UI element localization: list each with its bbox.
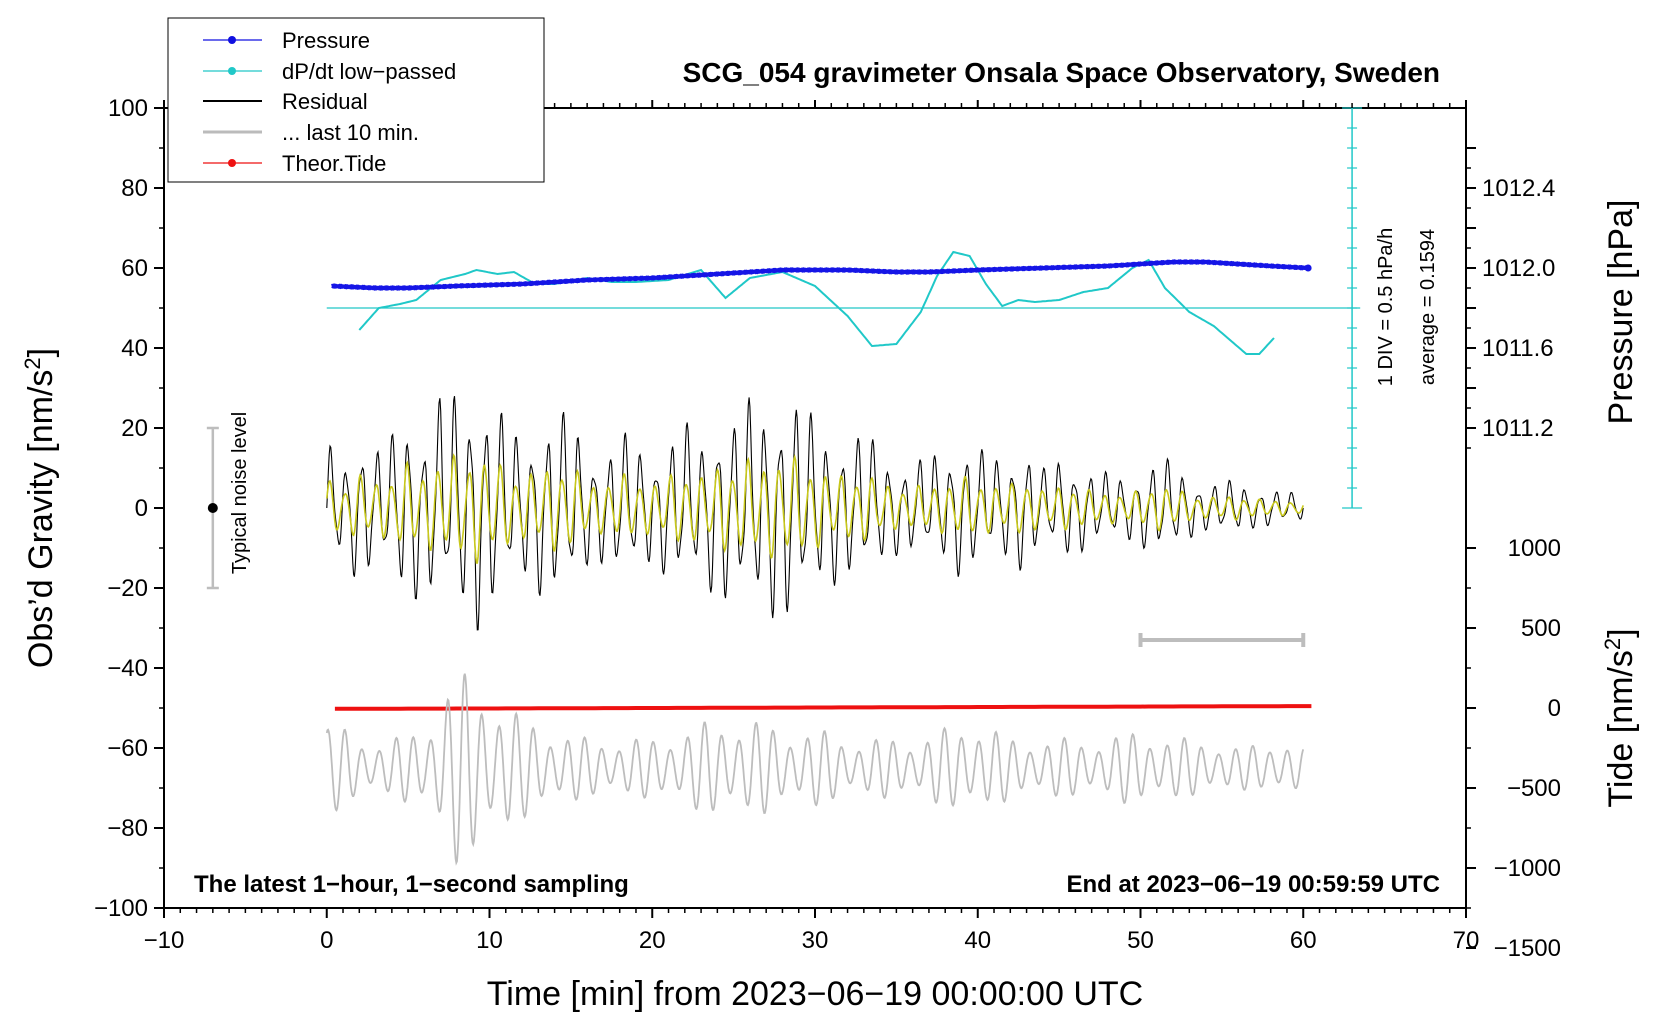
tide-axis-label: Tide [nm/s2] (1600, 628, 1640, 807)
left-tick-label: 60 (121, 255, 148, 282)
pressure-tick-label: 1012.0 (1482, 255, 1555, 282)
residual-line (326, 395, 1304, 631)
left-tick-label: 80 (121, 175, 148, 202)
x-tick-label: 70 (1453, 927, 1480, 954)
tide-tick-label: −500 (1507, 775, 1561, 802)
x-tick-label: 20 (639, 927, 666, 954)
tide-axis-ticks: 1000 500 0 −500 −1000 −1500 (1466, 535, 1561, 962)
left-tick-label: 40 (121, 335, 148, 362)
noise-bar-center-dot (207, 503, 218, 513)
legend-label-last10: ... last 10 min. (282, 120, 419, 145)
legend-label-pressure: Pressure (282, 28, 370, 53)
left-axis-label: Obs’d Gravity [nm/s2] (20, 348, 60, 668)
legend-marker-dpdt (228, 67, 236, 75)
pressure-tick-label: 1011.2 (1482, 415, 1554, 442)
residual-series-layer (326, 395, 1304, 631)
left-tick-label: −20 (107, 575, 148, 602)
legend-marker-tide (228, 159, 236, 167)
pressure-series-layer (330, 259, 1312, 291)
last-10-min-line (325, 673, 1305, 866)
noise-level-bar (206, 426, 219, 590)
left-tick-label: −60 (107, 735, 148, 762)
tide-tick-label: −1000 (1494, 855, 1561, 882)
left-tick-label: 20 (121, 415, 148, 442)
dpdt-scale-bar (1342, 107, 1363, 509)
legend: Pressure dP/dt low−passed Residual ... l… (167, 17, 545, 183)
pressure-axis-ticks: 1012.4 1012.0 1011.6 1011.2 (1466, 147, 1555, 449)
tide-tick-label: 500 (1521, 615, 1561, 642)
legend-marker-pressure (228, 36, 236, 44)
dpdt-average-label: average = 0.1594 (1417, 229, 1439, 385)
residual-filtered-line (326, 453, 1304, 564)
x-axis-label: Time [min] from 2023−06−19 00:00:00 UTC (487, 975, 1143, 1013)
left-tick-label: −100 (94, 895, 148, 922)
residual-filtered-series-layer (326, 453, 1304, 564)
dpdt-line (358, 250, 1275, 355)
pressure-end-point (1304, 264, 1312, 272)
tide-tick-label: 0 (1548, 695, 1561, 722)
pressure-line (330, 259, 1310, 291)
noise-level-label: Typical noise level (229, 412, 251, 574)
pressure-tick-label: 1011.6 (1482, 335, 1554, 362)
x-tick-label: 60 (1290, 927, 1317, 954)
bottom-left-note: The latest 1−hour, 1−second sampling (194, 871, 629, 898)
pressure-axis-label: Pressure [hPa] (1602, 200, 1640, 425)
legend-label-dpdt: dP/dt low−passed (282, 59, 456, 84)
pressure-tick-label: 1012.4 (1482, 175, 1555, 202)
x-tick-label: 40 (964, 927, 991, 954)
x-tick-label: 30 (802, 927, 829, 954)
left-tick-label: 0 (135, 495, 148, 522)
tide-series-layer (334, 704, 1312, 711)
tide-tick-label: −1500 (1494, 935, 1561, 962)
x-axis-ticks: −10 0 10 20 30 40 50 60 70 (144, 100, 1480, 954)
x-tick-label: 10 (476, 927, 503, 954)
left-tick-label: −80 (107, 815, 148, 842)
bottom-right-note: End at 2023−06−19 00:59:59 UTC (1066, 871, 1440, 898)
last-10-min-series-layer (325, 673, 1305, 866)
x-tick-label: −10 (144, 927, 185, 954)
left-axis-ticks: 100 80 60 40 20 0 −20 −40 −60 −80 −100 (94, 95, 164, 922)
left-tick-label: 100 (108, 95, 148, 122)
chart-title: SCG_054 gravimeter Onsala Space Observat… (683, 57, 1440, 88)
dpdt-scale-label: 1 DIV = 0.5 hPa/h (1375, 228, 1397, 386)
dpdt-series-layer (358, 250, 1275, 355)
tide-line (334, 704, 1312, 711)
left-tick-label: −40 (107, 655, 148, 682)
x-tick-label: 0 (320, 927, 333, 954)
legend-label-tide: Theor.Tide (282, 151, 386, 176)
ten-minute-bar (1138, 633, 1306, 647)
x-tick-label: 50 (1127, 927, 1154, 954)
tide-tick-label: 1000 (1508, 535, 1561, 562)
legend-label-residual: Residual (282, 89, 368, 114)
